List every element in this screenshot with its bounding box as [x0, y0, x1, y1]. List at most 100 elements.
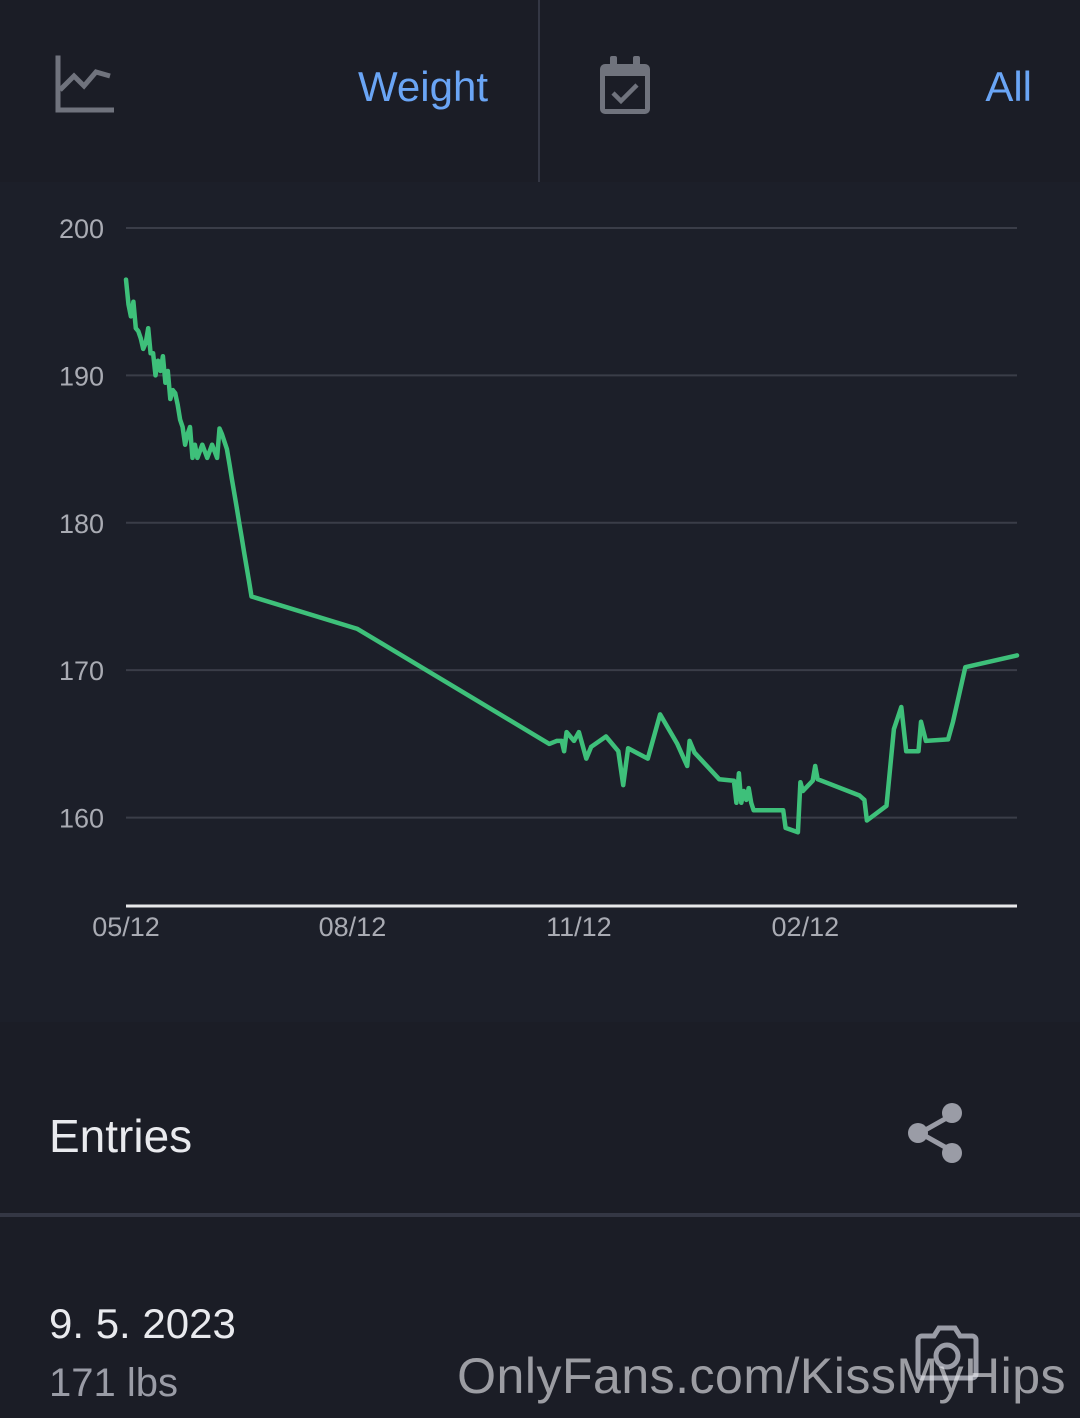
- weight-point: [175, 402, 180, 407]
- weight-point: [244, 565, 249, 569]
- weight-point: [1015, 653, 1019, 658]
- weight-point: [685, 764, 690, 768]
- weight-point: [891, 727, 896, 732]
- weight-point: [237, 520, 242, 525]
- weight-point: [242, 550, 247, 555]
- weight-point: [131, 299, 136, 304]
- range-selector[interactable]: All: [540, 0, 1080, 182]
- x-tick-label: 02/12: [772, 912, 840, 942]
- weight-point: [739, 800, 744, 805]
- weight-point: [547, 741, 552, 746]
- weight-point: [884, 803, 889, 808]
- weight-point: [692, 750, 697, 755]
- weight-series-line: [123, 277, 1020, 835]
- weight-point: [205, 455, 210, 460]
- weight-point: [232, 491, 237, 496]
- weight-point: [734, 800, 739, 805]
- weight-point: [756, 808, 761, 813]
- share-icon[interactable]: [904, 1100, 968, 1166]
- weight-point: [133, 326, 138, 331]
- y-tick-label: 170: [59, 656, 104, 686]
- top-divider: [538, 0, 540, 182]
- weight-point: [746, 786, 751, 791]
- weight-point: [616, 749, 621, 754]
- weight-point: [813, 764, 818, 768]
- x-tick-label: 08/12: [319, 912, 387, 942]
- weight-point: [857, 793, 862, 798]
- weight-point: [781, 808, 786, 813]
- weight-point: [798, 780, 803, 785]
- calendar-check-icon: [600, 56, 650, 114]
- weight-point: [183, 442, 188, 447]
- weight-point: [151, 351, 156, 356]
- weight-point: [153, 373, 158, 378]
- weight-point: [138, 336, 143, 341]
- weight-point: [741, 789, 746, 793]
- weight-point: [128, 314, 133, 319]
- weight-point: [136, 329, 141, 334]
- weight-point: [173, 391, 178, 396]
- weight-point: [126, 302, 131, 307]
- weight-point: [229, 476, 234, 481]
- weight-point: [717, 777, 722, 782]
- y-tick-label: 160: [59, 804, 104, 834]
- y-tick-label: 180: [59, 509, 104, 539]
- weight-point: [210, 442, 215, 447]
- weight-point: [919, 719, 923, 724]
- weight-point: [220, 432, 224, 437]
- weight-point: [239, 535, 244, 540]
- weight-point: [195, 455, 200, 460]
- weight-point: [190, 455, 195, 460]
- weight-point: [904, 749, 909, 754]
- weight-point: [604, 734, 608, 739]
- weight-point: [217, 426, 222, 431]
- weight-point: [645, 756, 650, 761]
- weight-point: [576, 730, 581, 735]
- weight-point: [146, 326, 151, 331]
- y-tick-label: 200: [59, 214, 104, 244]
- weight-point: [156, 358, 160, 363]
- weight-point: [124, 277, 128, 282]
- weight-point: [554, 738, 559, 743]
- weight-chart-svg: 160 170 180 190 200 05/12 08/12 11/12 02/12: [59, 214, 1020, 942]
- weight-point: [687, 738, 692, 743]
- weight-point: [564, 730, 569, 735]
- weight-point: [963, 665, 968, 670]
- weight-point: [783, 825, 788, 830]
- weight-point: [168, 397, 173, 401]
- weight-point: [810, 778, 815, 783]
- weight-chart: 160 170 180 190 200 05/12 08/12 11/12 02/12: [0, 182, 1080, 1022]
- line-chart-icon: [55, 55, 114, 113]
- weight-point: [795, 830, 800, 835]
- entries-title: Entries: [49, 1110, 193, 1162]
- weight-point: [621, 783, 626, 788]
- weight-point: [200, 442, 205, 447]
- weight-point: [180, 425, 185, 429]
- camera-icon[interactable]: [914, 1322, 980, 1382]
- weight-point: [864, 818, 869, 823]
- top-bar: Weight All: [0, 0, 1080, 182]
- weight-point: [170, 388, 175, 393]
- weight-point: [234, 506, 239, 510]
- weight-point: [923, 738, 928, 743]
- weight-point: [227, 461, 232, 466]
- metric-label: Weight: [358, 63, 488, 110]
- weight-point: [141, 346, 146, 351]
- weight-point: [815, 777, 820, 782]
- metric-selector[interactable]: Weight: [0, 0, 540, 182]
- weight-point: [158, 369, 163, 373]
- weight-point: [589, 744, 594, 749]
- entries-separator: [0, 1213, 1080, 1217]
- weight-point: [165, 369, 170, 373]
- weight-point: [862, 797, 867, 802]
- weight-point: [562, 749, 567, 754]
- weight-point: [736, 771, 741, 776]
- x-tick-label: 11/12: [546, 912, 612, 942]
- range-label: All: [985, 63, 1032, 110]
- weight-point: [658, 712, 663, 717]
- entry-date: 9. 5. 2023: [49, 1300, 236, 1347]
- weight-point: [185, 432, 190, 437]
- weight-point: [744, 797, 749, 802]
- weight-point: [951, 719, 955, 724]
- weight-point: [215, 455, 220, 460]
